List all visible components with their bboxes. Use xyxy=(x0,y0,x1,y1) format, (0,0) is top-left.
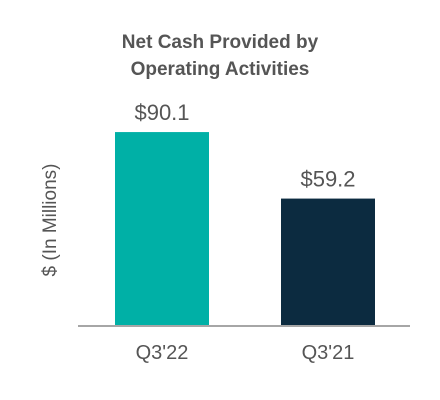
x-tick-label-1: Q3'21 xyxy=(302,342,355,364)
bars-group: $90.1 Q3'22 $59.2 Q3'21 xyxy=(115,100,375,364)
data-label-0: $90.1 xyxy=(134,100,189,125)
data-label-1: $59.2 xyxy=(300,167,355,192)
chart-title-line-1: Net Cash Provided by xyxy=(122,32,319,53)
x-tick-label-0: Q3'22 xyxy=(136,342,189,364)
chart-title-line-2: Operating Activities xyxy=(131,59,310,80)
bar-1 xyxy=(281,198,375,326)
y-axis-label: $ (In Millions) xyxy=(40,164,61,277)
bar-0 xyxy=(115,132,209,326)
